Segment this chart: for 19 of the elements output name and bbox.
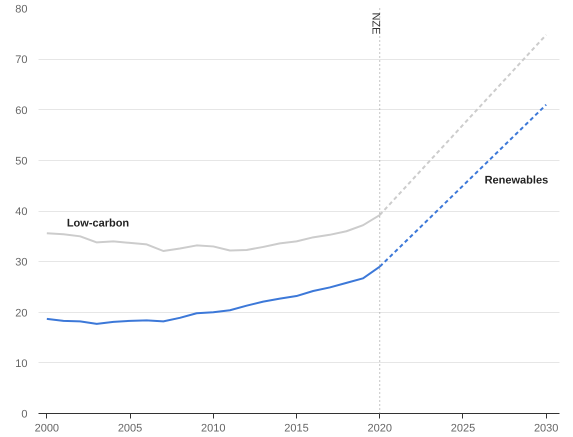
series-label: Renewables bbox=[484, 174, 548, 187]
y-tick-label: 10 bbox=[15, 358, 28, 370]
y-tick-label: 40 bbox=[15, 206, 28, 218]
x-tick-label: 2000 bbox=[34, 422, 60, 434]
y-tick-label: 70 bbox=[15, 54, 28, 66]
y-tick-label: 0 bbox=[21, 408, 28, 420]
ref-line-label: NZE bbox=[370, 12, 382, 34]
x-tick-label: 2015 bbox=[284, 422, 309, 434]
x-tick-label: 2005 bbox=[118, 422, 142, 434]
y-tick-label: 60 bbox=[15, 104, 28, 117]
x-tick-label: 2025 bbox=[450, 422, 476, 434]
y-tick-label: 50 bbox=[15, 155, 28, 168]
series-label: Low-carbon bbox=[66, 217, 130, 230]
x-tick-label: 2030 bbox=[534, 422, 558, 434]
y-tick-label: 30 bbox=[15, 256, 28, 269]
x-tick-label: 2010 bbox=[201, 422, 226, 434]
y-tick-label: 80 bbox=[15, 4, 28, 16]
y-tick-label: 20 bbox=[15, 307, 28, 320]
x-tick-label: 2020 bbox=[367, 422, 392, 434]
